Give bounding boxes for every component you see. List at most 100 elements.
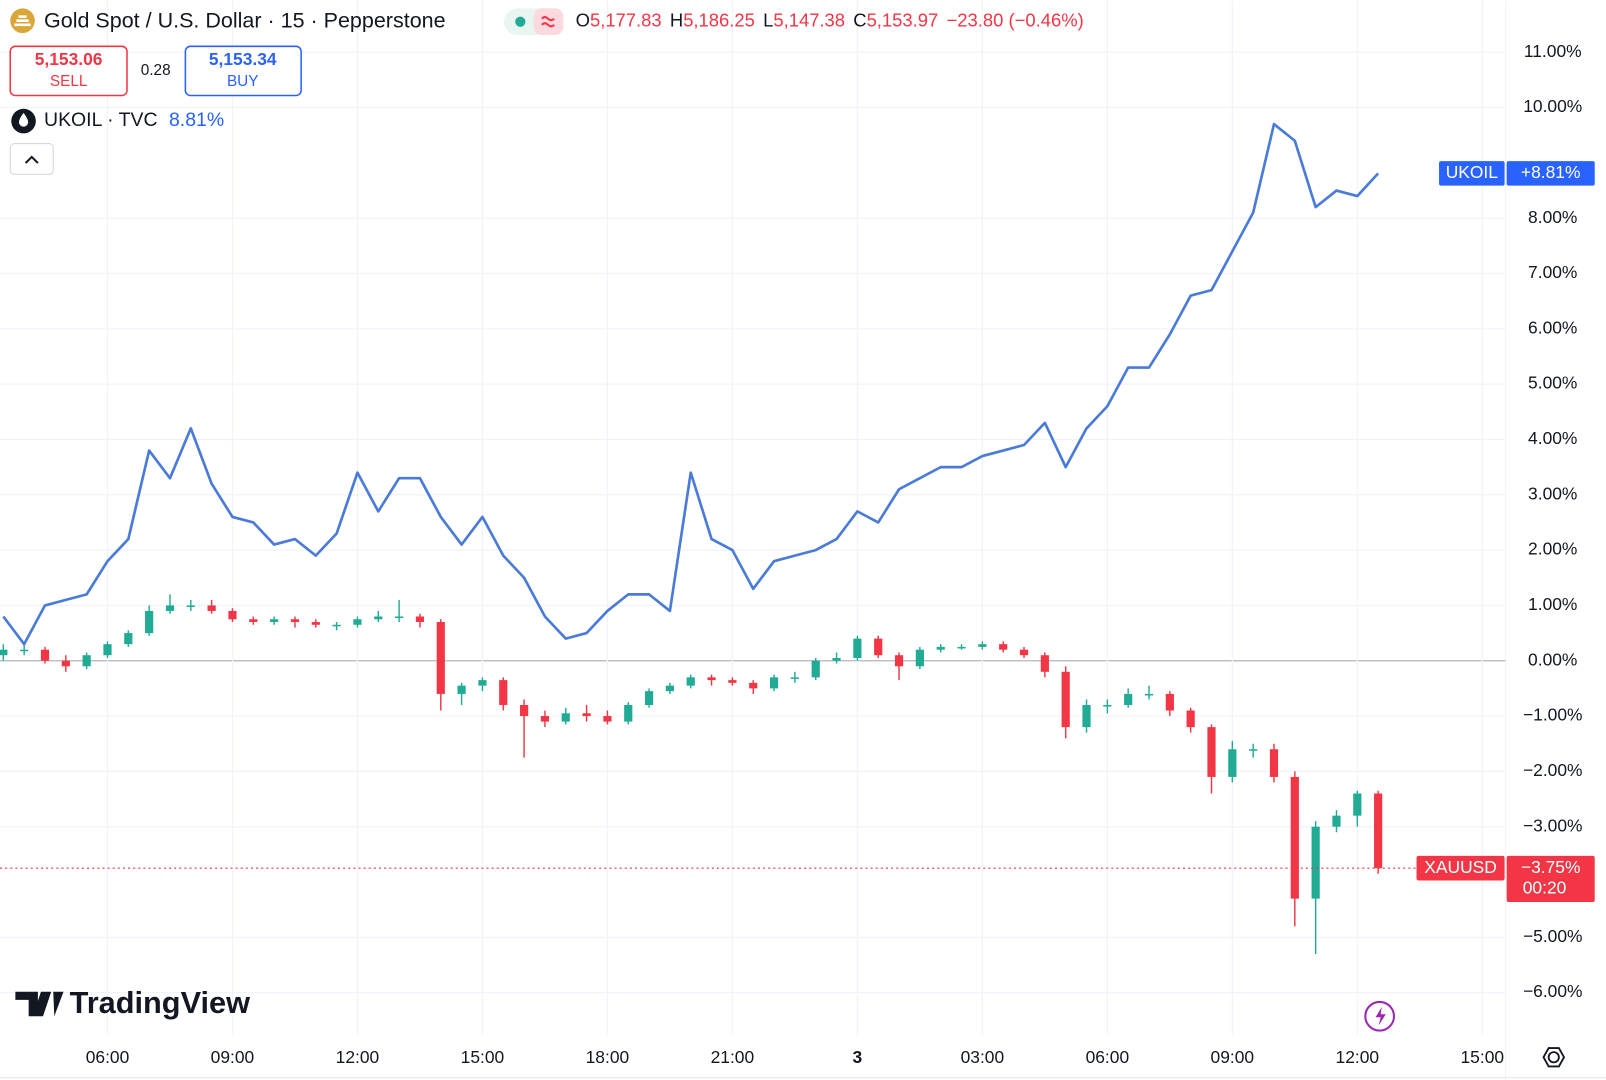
price-tag [1506, 161, 1595, 186]
candle-body [270, 619, 279, 623]
y-tick-label: 8.00% [1528, 207, 1577, 227]
candle-body [915, 649, 924, 667]
candle-body [1249, 749, 1258, 751]
x-tick-label: 12:00 [1336, 1047, 1380, 1067]
candle-body [207, 605, 216, 611]
x-tick-label: 06:00 [86, 1047, 130, 1067]
candle-body [20, 649, 29, 652]
ohlc-key: C [853, 10, 866, 31]
candle-body [103, 644, 112, 656]
series-name-label: XAUUSD [1424, 857, 1497, 877]
candle-body [665, 685, 675, 692]
collapse-caret [24, 155, 39, 164]
x-tick-label: 09:00 [211, 1047, 255, 1067]
candle-body [1228, 749, 1237, 777]
candle-body [1332, 815, 1341, 827]
ukoil-icon-drop [18, 112, 29, 127]
candle-body [395, 616, 404, 619]
ohlc-key: O [576, 10, 590, 31]
candle-body [1040, 655, 1049, 672]
candle-body [1061, 671, 1070, 728]
x-tick-label: 15:00 [461, 1047, 505, 1067]
ohlc-change: −23.80 (−0.46%) [946, 10, 1083, 31]
candle-body [894, 655, 904, 667]
candle-body [1207, 727, 1216, 777]
symbol-title[interactable]: Gold Spot / U.S. Dollar · 15 · Peppersto… [44, 8, 446, 32]
candle-body [603, 716, 612, 722]
candle-body [40, 649, 50, 661]
y-tick-label: 6.00% [1528, 317, 1577, 337]
sell-label: SELL [50, 73, 88, 90]
y-tick-label: 4.00% [1528, 428, 1577, 448]
candle-body [228, 610, 237, 620]
candle-body [0, 649, 8, 656]
candle-body [999, 644, 1008, 650]
market-open-dot [515, 16, 526, 27]
candle-body [957, 646, 966, 649]
x-tick-label: 21:00 [711, 1047, 755, 1067]
y-tick-label: 2.00% [1528, 539, 1577, 559]
status-badge-delayed[interactable] [533, 8, 564, 36]
y-tick-label: 7.00% [1528, 262, 1577, 282]
candle-body [728, 680, 737, 683]
y-tick-label: −6.00% [1523, 981, 1583, 1001]
x-tick-label: 03:00 [961, 1047, 1005, 1067]
sell-button[interactable] [9, 45, 128, 97]
candle-body [1082, 705, 1091, 728]
candle-body [1144, 693, 1154, 696]
ohlc-key: L [763, 10, 773, 31]
candle-body [978, 644, 987, 647]
candle-body [82, 655, 91, 667]
delay-icon [541, 16, 555, 28]
buy-label: BUY [227, 73, 259, 90]
settings-icon[interactable] [1547, 1051, 1560, 1064]
ohlc-value: 5,153.97 [867, 10, 939, 31]
candle-body [936, 646, 945, 650]
y-tick-label: 5.00% [1528, 373, 1577, 393]
buy-button[interactable] [184, 45, 302, 97]
brand-name[interactable]: TradingView [70, 985, 250, 1020]
series-name-tag [1416, 855, 1505, 881]
price-tag-value: +8.81% [1521, 162, 1581, 182]
candle-body [1165, 693, 1174, 711]
brand-logo[interactable] [15, 991, 64, 1017]
x-tick-label: 15:00 [1461, 1047, 1505, 1067]
legend-ukoil[interactable]: UKOIL · TVC [44, 109, 157, 131]
candle-body [1103, 705, 1112, 707]
candle-body [874, 638, 883, 656]
y-tick-label: 1.00% [1528, 594, 1577, 614]
ohlc-value: 5,147.38 [773, 10, 845, 31]
candle-body [582, 713, 591, 717]
candle-body [1374, 793, 1383, 869]
candle-body [644, 691, 654, 706]
ukoil-line [2, 122, 1380, 646]
price-tag-countdown: 00:20 [1523, 877, 1567, 897]
spread: 0.28 [141, 62, 171, 79]
ohlc-key: H [670, 10, 683, 31]
candle-body [165, 605, 175, 611]
candle-body [290, 619, 300, 623]
ohlc-value: 5,186.25 [683, 10, 755, 31]
candle-body [332, 624, 341, 627]
candle-body [415, 616, 425, 623]
candle-body [124, 633, 133, 645]
candle-body [1353, 793, 1362, 816]
candle-body [790, 677, 799, 679]
labels: −6.00% −5.00% −3.00% −2.00% −1.00% 0.00% 1.00%… [86, 41, 1595, 1067]
candle-body [749, 682, 758, 689]
collapse-button[interactable] [9, 143, 54, 175]
series-name-label: UKOIL [1446, 162, 1499, 182]
candle-body [707, 677, 716, 681]
y-tick-label: 10.00% [1523, 96, 1582, 116]
symbol-icon-glyph [14, 15, 31, 27]
candle-body [249, 619, 258, 623]
candle-body [186, 605, 195, 607]
y-tick-label: 3.00% [1528, 483, 1577, 503]
y-tick-label: 11.00% [1524, 41, 1582, 61]
buy-price: 5,153.34 [209, 49, 277, 69]
candle-body [61, 660, 70, 667]
candle-body [436, 622, 445, 694]
